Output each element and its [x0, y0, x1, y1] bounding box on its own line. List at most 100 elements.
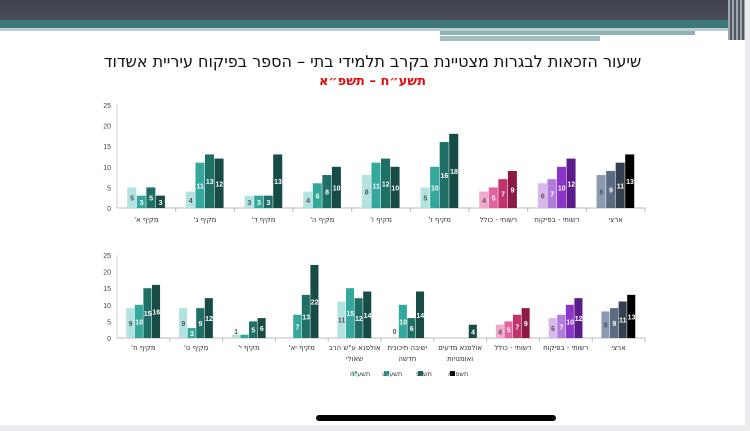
- y-tick-label: 5: [107, 185, 111, 192]
- data-label: 9: [129, 321, 133, 328]
- bar-1-0-2: [143, 288, 152, 338]
- data-label: 16: [152, 309, 160, 316]
- bar-1-5-3: [415, 291, 425, 338]
- data-label: 8: [365, 190, 369, 197]
- bar-0-5-1: [430, 166, 440, 208]
- bar-1-8-0: [548, 318, 557, 338]
- legend-swatch: [352, 371, 357, 376]
- bar-0-4-2: [381, 158, 391, 208]
- data-label: 10: [566, 319, 574, 326]
- data-label: 13: [628, 314, 636, 321]
- data-label: 10: [431, 185, 439, 192]
- category-label: רשותי - כולל: [480, 216, 518, 224]
- data-label: 9: [612, 321, 616, 328]
- bar-1-9-0: [601, 311, 610, 338]
- category-label: ארצי: [611, 344, 626, 352]
- decor-stripe: [0, 28, 745, 31]
- bar-0-0-1: [136, 195, 146, 208]
- category-label: רשותי - בפיקוח: [543, 344, 588, 352]
- bar-1-4-3: [363, 291, 372, 338]
- bar-1-1-1: [187, 328, 196, 338]
- bar-0-0-0: [127, 187, 137, 208]
- data-label: 14: [416, 313, 424, 320]
- data-label: 5: [492, 196, 496, 203]
- data-label: 1: [243, 329, 247, 336]
- bar-1-6-3: [468, 324, 477, 338]
- category-label: מקיף ג': [194, 216, 217, 224]
- data-label: 3: [159, 200, 163, 207]
- data-label: 12: [382, 181, 390, 188]
- data-label: 9: [609, 187, 613, 194]
- data-label: 22: [311, 299, 319, 306]
- bar-0-7-0: [537, 183, 547, 208]
- data-label: 12: [567, 181, 575, 188]
- category-label: אולפנא ע"ש הרב: [329, 344, 381, 352]
- y-tick-label: 0: [107, 336, 111, 343]
- bar-0-5-3: [449, 133, 459, 208]
- bar-1-7-3: [521, 308, 530, 338]
- bar-0-3-0: [303, 191, 313, 208]
- data-label: 13: [274, 179, 282, 186]
- category-label: ישיבה תיכונית: [388, 344, 428, 352]
- bar-0-3-3: [331, 166, 341, 208]
- data-label: 6: [316, 194, 320, 201]
- bar-1-2-1: [240, 334, 249, 338]
- bar-0-2-2: [263, 195, 273, 208]
- data-label: 6: [260, 326, 264, 333]
- bar-0-1-1: [195, 162, 205, 208]
- bar-1-8-2: [565, 304, 574, 338]
- legend-swatch: [384, 371, 389, 376]
- bar-1-2-0: [231, 334, 240, 338]
- slide-title: שיעור הזכאות לבגרות מצטיינת בקרב תלמידי …: [103, 52, 642, 71]
- data-label: 6: [410, 326, 414, 333]
- data-label: 18: [450, 169, 458, 176]
- decor-stripe: [440, 31, 695, 35]
- data-label: 12: [355, 316, 363, 323]
- bar-0-8-0: [596, 175, 606, 208]
- data-label: 13: [302, 314, 310, 321]
- legend-entry: תש"פ: [416, 370, 432, 378]
- category-label: רשותי - כולל: [494, 344, 532, 352]
- bar-1-1-2: [196, 308, 205, 338]
- category-label: ארצי: [608, 216, 623, 224]
- data-label: 3: [190, 331, 194, 338]
- home-indicator[interactable]: [316, 415, 556, 421]
- bar-0-6-1: [488, 187, 498, 208]
- data-label: 10: [558, 185, 566, 192]
- bar-1-0-1: [134, 304, 143, 338]
- data-label: 7: [501, 192, 505, 199]
- bar-0-6-2: [498, 179, 508, 208]
- bar-0-6-3: [507, 170, 517, 208]
- bar-1-5-1: [398, 304, 407, 338]
- data-label: 7: [560, 324, 564, 331]
- data-label: 4: [306, 198, 310, 205]
- decor-stripe: [0, 20, 745, 28]
- bar-0-0-3: [155, 195, 165, 208]
- y-tick-label: 25: [103, 253, 111, 260]
- data-label: 4: [189, 198, 193, 205]
- category-label: רשותי - בפיקוח: [534, 216, 579, 224]
- data-label: 7: [515, 324, 519, 331]
- decor-stripes: [728, 0, 745, 40]
- data-label: 12: [575, 316, 583, 323]
- bar-1-9-1: [610, 308, 619, 338]
- bar-1-4-0: [337, 301, 346, 338]
- bar-1-5-2: [407, 318, 416, 338]
- data-label: 3: [247, 200, 251, 207]
- data-label: 15: [144, 311, 152, 318]
- category-label: מקיף ו': [370, 216, 392, 224]
- data-label: 0: [393, 329, 397, 336]
- legend-entry: תשפ"א: [448, 370, 468, 378]
- data-label: 11: [338, 318, 346, 325]
- data-label: 1: [234, 329, 238, 336]
- bar-1-7-2: [513, 314, 522, 338]
- data-label: 5: [507, 328, 511, 335]
- bar-0-8-2: [615, 162, 625, 208]
- data-label: 9: [511, 187, 515, 194]
- data-label: 11: [197, 183, 205, 190]
- category-label: מקיף ח': [131, 344, 156, 352]
- category-label: מקיף י': [238, 344, 260, 352]
- data-label: 11: [619, 318, 627, 325]
- bar-0-4-0: [361, 175, 371, 208]
- bar-0-3-1: [312, 183, 322, 208]
